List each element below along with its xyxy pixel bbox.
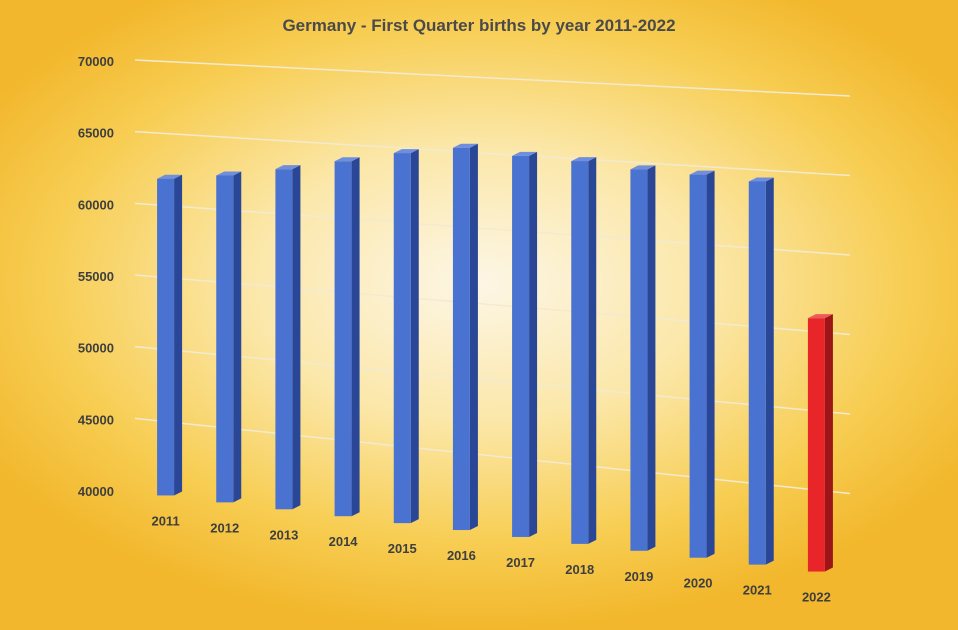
x-tick-label: 2014 — [329, 534, 359, 549]
bar-side — [588, 157, 597, 544]
bar-top — [807, 314, 833, 319]
bar-top — [748, 177, 774, 182]
bar-side — [824, 314, 833, 572]
x-tick-label: 2020 — [684, 576, 713, 591]
bar-front — [216, 175, 234, 503]
bar-side — [529, 151, 538, 537]
bar — [689, 170, 715, 558]
gridline — [134, 202, 851, 256]
x-tick-label: 2016 — [447, 548, 476, 563]
x-tick-label: 2011 — [151, 513, 179, 528]
bar-top — [512, 151, 538, 156]
bar — [216, 171, 242, 503]
bar-top — [571, 157, 597, 162]
bar-top — [630, 165, 656, 170]
y-tick-label: 70000 — [78, 54, 114, 69]
bar-front — [689, 174, 707, 558]
gridline — [134, 130, 851, 177]
x-tick-label: 2019 — [624, 569, 653, 584]
bar-top — [393, 149, 419, 154]
gridline — [134, 417, 851, 495]
bar-top — [689, 170, 715, 175]
x-tick-label: 2013 — [269, 527, 298, 542]
bar — [630, 165, 656, 551]
bar-side — [469, 143, 478, 531]
bar-top — [275, 165, 301, 170]
chart-title: Germany - First Quarter births by year 2… — [282, 16, 675, 35]
bar-front — [571, 161, 589, 544]
bar — [334, 157, 360, 517]
bar — [275, 165, 301, 510]
bar — [748, 177, 774, 565]
gridline — [134, 345, 851, 415]
bar-side — [292, 165, 301, 510]
bars — [157, 143, 833, 572]
bar-top — [334, 157, 360, 162]
bar-side — [706, 170, 715, 558]
bar — [571, 157, 597, 544]
bar — [512, 151, 538, 537]
bar-side — [647, 165, 656, 551]
x-tick-label: 2021 — [743, 583, 772, 598]
x-tick-label: 2017 — [506, 555, 535, 570]
bar-side — [351, 157, 360, 517]
x-axis-ticks: 2011 2012 2013 2014 2015 2016 2017 2018 2019 2020… — [151, 513, 830, 604]
bar-front — [807, 318, 825, 572]
bar-top — [216, 171, 242, 176]
bar-top — [452, 143, 478, 148]
gridline — [134, 59, 851, 97]
y-tick-label: 55000 — [78, 269, 114, 284]
bar-side — [233, 171, 242, 503]
x-tick-label: 2018 — [565, 562, 594, 577]
x-tick-label: 2022 — [802, 590, 831, 605]
bar — [452, 143, 478, 531]
bar-front — [275, 169, 293, 510]
bar-side — [765, 177, 774, 565]
x-tick-label: 2012 — [210, 520, 239, 535]
y-tick-label: 65000 — [78, 126, 114, 141]
bar-front — [393, 153, 411, 524]
gridline — [134, 274, 851, 336]
bar-side — [410, 149, 419, 524]
bar-front — [512, 155, 530, 537]
bar-front — [630, 169, 648, 551]
y-tick-label: 40000 — [78, 484, 114, 499]
bar-side — [174, 174, 183, 496]
bar — [807, 314, 833, 572]
y-tick-label: 60000 — [78, 197, 114, 212]
bar-front — [452, 147, 470, 531]
y-tick-label: 45000 — [78, 412, 114, 427]
bar-front — [748, 181, 766, 565]
gridlines — [134, 59, 851, 495]
bar-front — [157, 178, 175, 496]
x-tick-label: 2015 — [388, 541, 417, 556]
y-tick-label: 50000 — [78, 341, 114, 356]
bar — [157, 174, 183, 496]
bar — [393, 149, 419, 524]
bar-front — [334, 161, 352, 517]
bar-top — [157, 174, 183, 179]
y-axis-ticks: 40000 45000 50000 55000 60000 65000 70000 — [78, 54, 114, 499]
